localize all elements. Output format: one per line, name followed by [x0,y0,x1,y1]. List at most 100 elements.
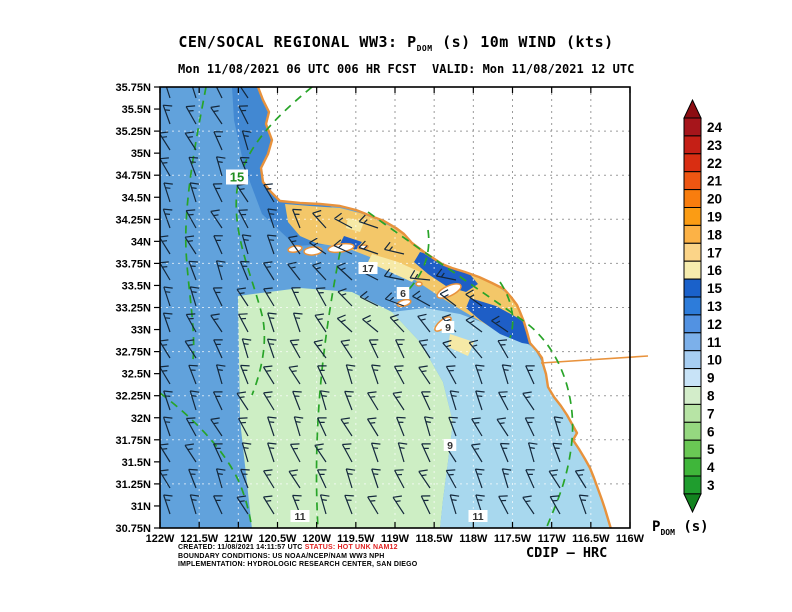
colorbar-segment [683,171,702,191]
y-axis-labels: 35.75N 35.5N 35.25N 35N 34.75N 34.5N 34.25N 34N… [116,82,152,535]
x-tick-label: 119.5W [337,533,375,545]
coastline-stroke [256,87,612,528]
colorbar-segment [683,403,702,423]
contour-label: 9 [447,440,453,452]
contour-label-box [226,169,248,185]
wind-contour-line [401,229,430,297]
y-tick-label: 32.75N [116,347,152,359]
x-tick-label: 120.5W [259,533,298,545]
contour-labels: 15 17 6 9 9 11 11 [226,169,488,523]
y-tick-label: 35.5N [122,104,151,116]
contour-label-box [443,439,457,451]
y-tick-label: 33.5N [122,280,151,292]
y-tick-label: 34.75N [116,170,152,182]
colorbar-title-pre: P [652,519,661,535]
island [415,281,423,287]
y-tick-label: 35.75N [116,82,152,94]
colorbar-segment [683,386,702,405]
contour-label: 9 [445,322,451,334]
status-text: STATUS: HOT UNK NAM12 [304,544,398,551]
created-text: CREATED: 11/08/2021 14:11:57 UTC [178,544,305,551]
colorbar-label: 15 [707,281,723,296]
contour-label-box [290,510,310,522]
y-tick-label: 32.25N [116,391,152,403]
created-line: CREATED: 11/08/2021 14:11:57 UTC STATUS:… [178,544,417,553]
x-tick-label: 119W [381,533,410,545]
contour-label: 6 [400,288,406,300]
x-tick-label: 116W [616,533,645,545]
colorbar-segment [683,260,702,280]
colorbar-label: 13 [707,299,723,314]
colorbar-title-subscript: DOM [660,527,675,537]
colorbar-segment [683,296,702,316]
x-tick-label: 116.5W [572,533,610,545]
colorbar-segment [683,189,702,209]
colorbar-label: 6 [707,424,715,439]
colorbar-segment [683,350,702,370]
land-polygon [258,87,630,528]
x-tick-label: 117W [538,533,567,545]
y-tick-label: 30.75N [116,523,152,535]
region-period-13 [232,87,352,246]
colorbar-segment [683,332,702,352]
contour-label-box [441,321,455,333]
wind-contour-line [367,211,574,528]
wind-contour-line [499,281,514,339]
colorbar-label: 17 [707,245,722,260]
contour-label-box [358,262,378,274]
x-tick-label: 120W [302,533,331,545]
y-tick-label: 33N [131,325,151,337]
y-tick-label: 31.5N [122,457,151,469]
colorbar-label: 3 [707,478,715,493]
wind-contour-line [235,87,313,396]
colorbar-segment [683,153,702,173]
colorbar-label: 4 [707,460,715,475]
page-title: CEN/SOCAL REGIONAL WW3: PDOM (s) 10m WIN… [0,33,792,53]
contour-label-box [396,287,410,299]
x-tick-label: 118W [459,533,488,545]
colorbar-label: 21 [707,174,723,189]
colorbar-segment [683,278,702,298]
boundary-conditions-text: BOUNDARY CONDITIONS: US NOAA/NCEP/NAM WW… [178,552,385,560]
colorbar-label: 8 [707,388,715,403]
y-tick-label: 33.25N [116,303,152,315]
wind-barbs [160,87,589,515]
colorbar-label: 9 [707,371,715,386]
colorbar-label: 10 [707,353,722,368]
contour-label: 15 [230,170,244,185]
x-tick-label: 121.5W [180,533,219,545]
credit-text: CDIP — HRC [526,545,608,561]
title-subscript: DOM [416,44,433,53]
colorbar-segment [683,314,702,334]
colorbar: 24 23 22 21 20 19 18 17 16 15 13 12 11 10 9 8 7 6 5 4 3 [683,98,723,514]
y-tick-label: 35.25N [116,126,152,138]
colorbar-segment [683,368,702,388]
colorbar-label: 18 [707,227,723,242]
colorbar-title: PDOM (s) [652,519,709,537]
y-tick-label: 33.75N [116,258,152,270]
colorbar-label: 24 [707,120,723,135]
coastline [256,87,612,528]
x-tick-label: 117.5W [494,533,532,545]
colorbar-segment [683,224,702,244]
creation-info: CREATED: 11/08/2021 14:11:57 UTC STATUS:… [178,544,417,570]
colorbar-label: 19 [707,209,722,224]
forecast-init-time: Mon 11/08/2021 06 UTC 006 HR FCST [178,62,417,76]
forecast-valid-time: VALID: Mon 11/08/2021 12 UTC [432,62,635,76]
y-tick-label: 34.5N [122,192,151,204]
colorbar-label: 23 [707,138,723,153]
axis-ticks [154,86,631,529]
colorbar-segment [683,439,702,459]
colorbar-segment [683,475,702,495]
colorbar-segment [683,242,702,262]
colorbar-segment [683,421,702,441]
y-tick-label: 31.75N [116,435,152,447]
colorbar-segment [683,117,702,137]
wind-contour-line [160,392,253,528]
region-period-10 [392,308,611,528]
colorbar-label: 22 [707,156,722,171]
colorbar-label: 11 [707,335,722,350]
y-tick-label: 35N [131,148,151,160]
